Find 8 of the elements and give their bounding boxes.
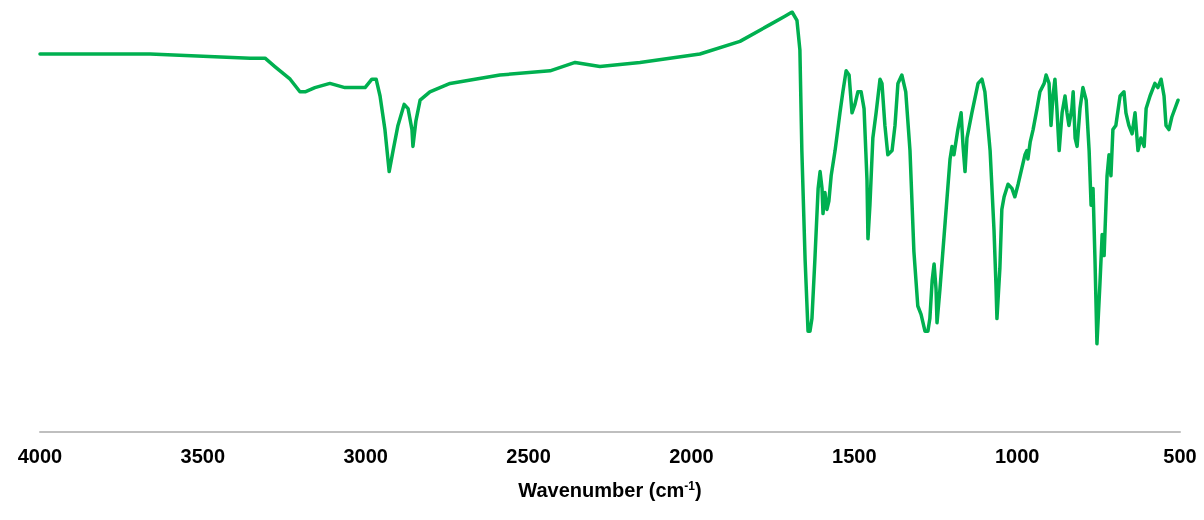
x-tick-label: 3000 (343, 445, 388, 467)
x-tick-label: 3500 (180, 445, 226, 467)
x-tick-label: 1500 (832, 445, 877, 467)
x-tick-label: 2000 (669, 445, 714, 467)
x-tick-label: 2500 (506, 445, 551, 467)
x-tick-label: 4000 (17, 445, 63, 467)
x-tick-label: 500 (1163, 445, 1197, 467)
x-tick-label: 1000 (994, 445, 1040, 467)
